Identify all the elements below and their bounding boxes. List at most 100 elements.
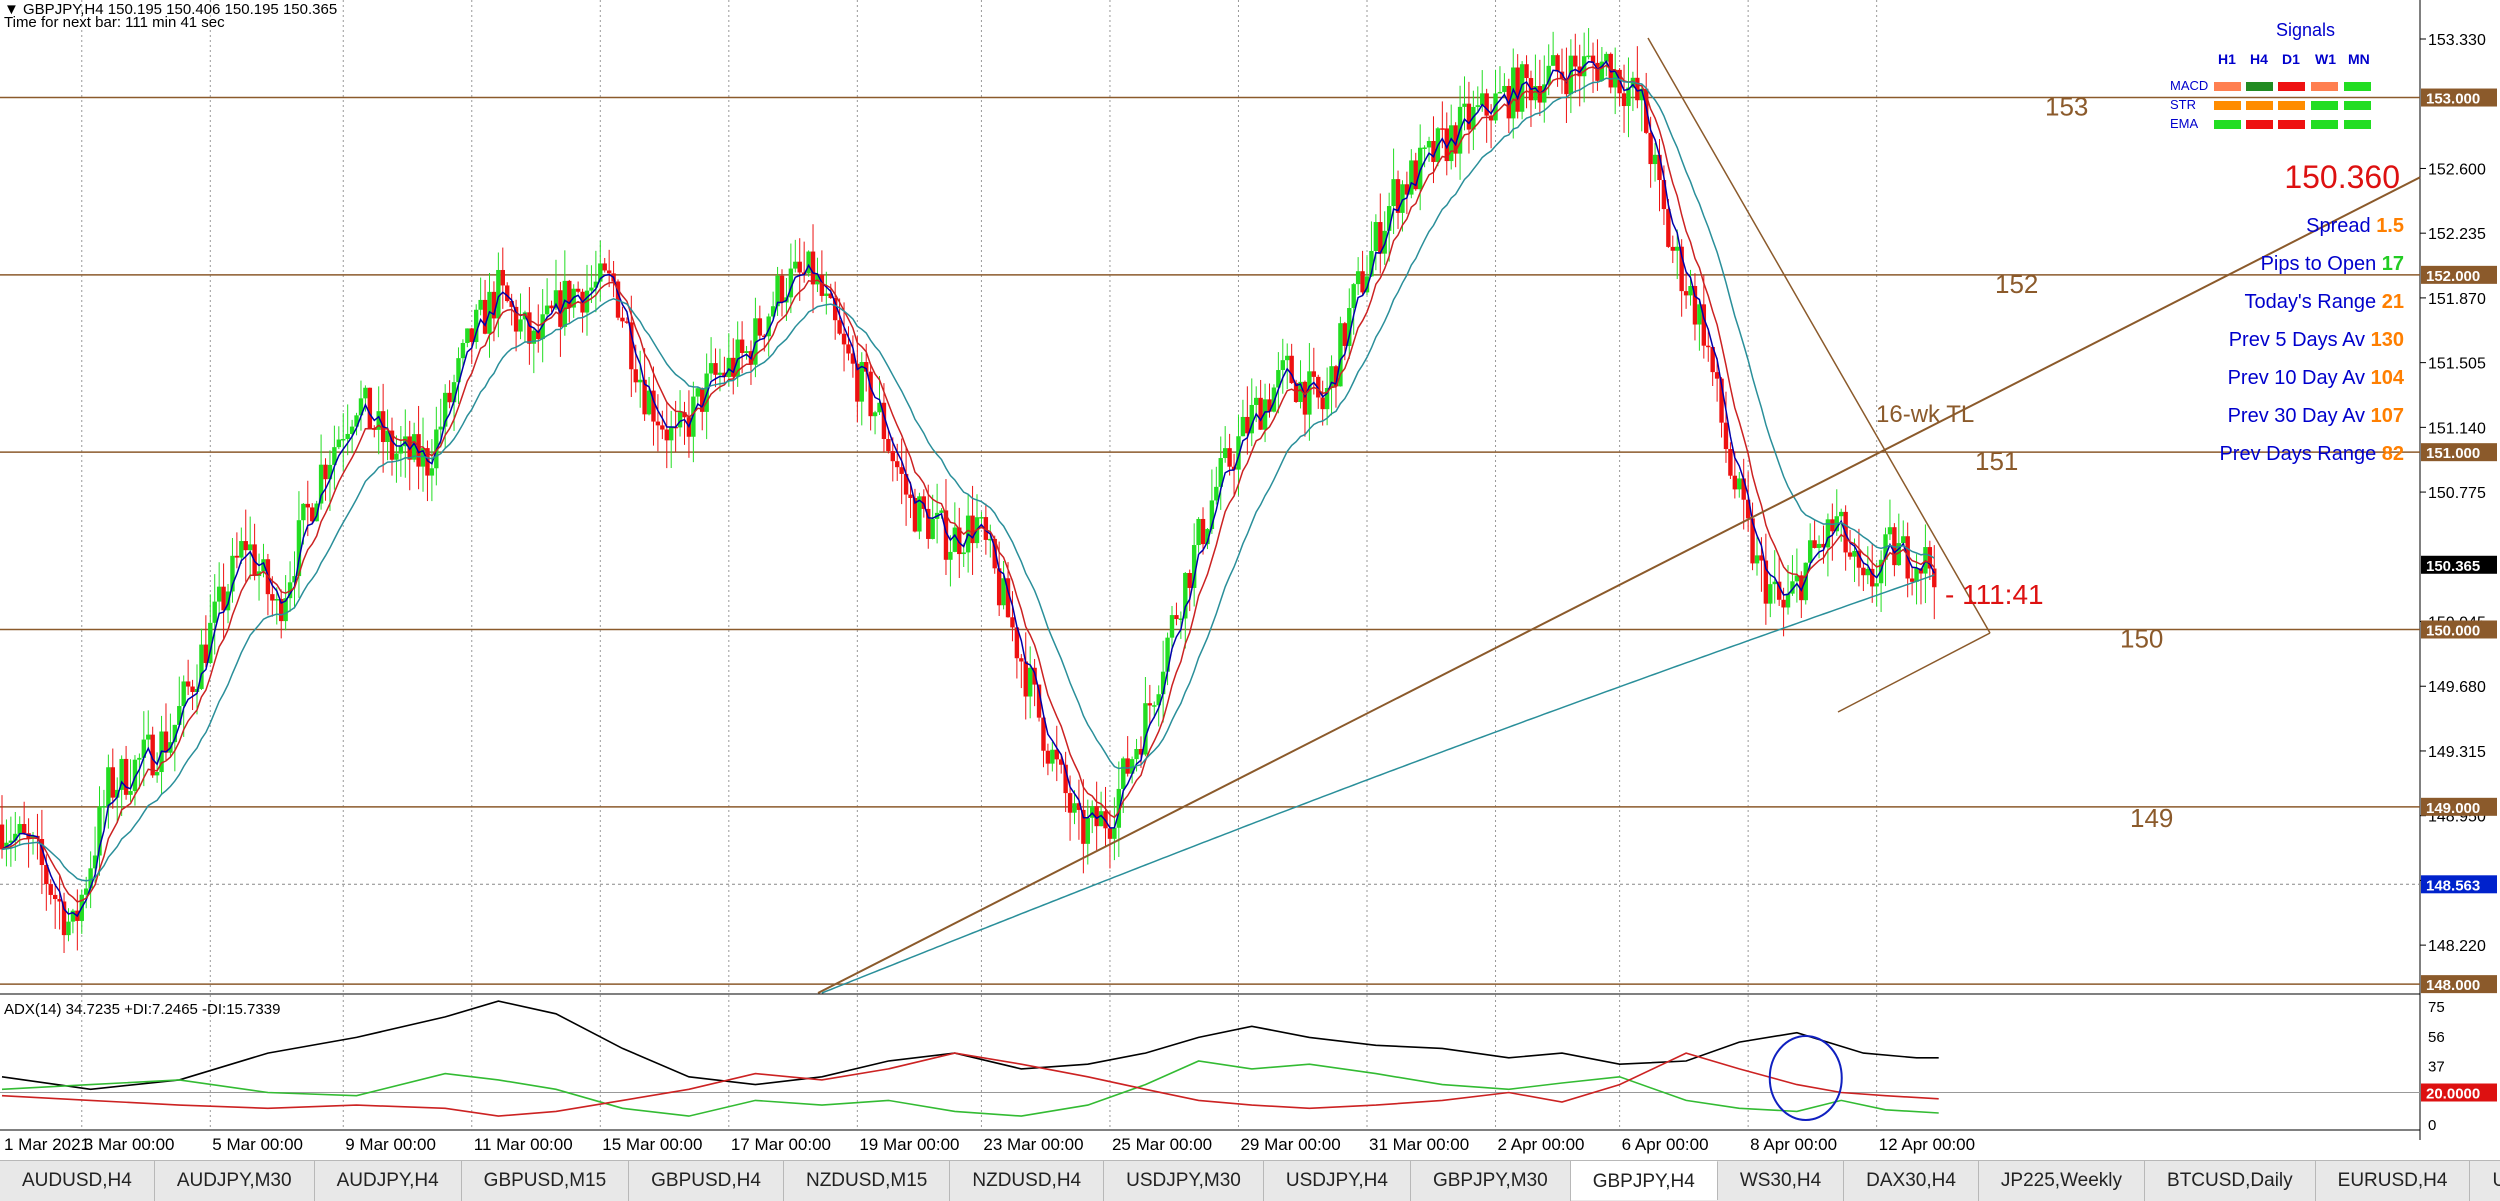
candle-body — [731, 357, 736, 377]
candle-body — [1010, 617, 1015, 628]
tab-audjpy-h4[interactable]: AUDJPY,H4 — [315, 1161, 462, 1201]
candle-body — [185, 681, 191, 687]
candle-body — [1679, 246, 1684, 292]
candle-body — [518, 319, 523, 332]
tab-gbpusd-h4[interactable]: GBPUSD,H4 — [629, 1161, 784, 1201]
candle-body — [1187, 573, 1192, 588]
candle-body — [132, 759, 138, 792]
tab-gbpusd-m15[interactable]: GBPUSD,M15 — [462, 1161, 630, 1201]
tab-nzdusd-m15[interactable]: NZDUSD,M15 — [784, 1161, 951, 1201]
price-tag-bg — [2421, 265, 2497, 284]
candle-body — [1484, 93, 1489, 116]
candle-body — [491, 291, 497, 319]
candle-body — [1045, 750, 1051, 764]
candle-body — [868, 371, 873, 417]
candle-body — [1360, 271, 1365, 293]
candle-body — [1799, 575, 1804, 601]
candle-body — [1218, 458, 1223, 487]
candle-body — [1887, 527, 1893, 535]
candle-body — [310, 507, 315, 522]
candle-body — [1590, 55, 1596, 63]
signal-indicator — [2278, 120, 2305, 129]
candle-body — [567, 280, 572, 308]
candle-body — [1666, 209, 1671, 247]
tab-audjpy-m30[interactable]: AUDJPY,M30 — [155, 1161, 315, 1201]
candle-body — [620, 317, 625, 322]
candle-body — [460, 342, 466, 359]
tab-nzdusd-h4[interactable]: NZDUSD,H4 — [950, 1161, 1105, 1201]
candle-body — [1205, 529, 1210, 545]
tab-gbpjpy-m30[interactable]: GBPJPY,M30 — [1411, 1161, 1571, 1201]
candle-body — [123, 758, 129, 795]
signal-indicator — [2344, 82, 2371, 91]
signal-indicator — [2214, 120, 2241, 129]
tab-ws30-h4[interactable]: WS30,H4 — [1718, 1161, 1845, 1201]
candle-body — [713, 363, 718, 375]
candle-body — [1236, 436, 1241, 470]
tab-usdjpy-h4[interactable]: USDJPY,H4 — [1264, 1161, 1411, 1201]
tab-dax30-h4[interactable]: DAX30,H4 — [1844, 1161, 1979, 1201]
info-value: 1.5 — [2376, 215, 2404, 237]
candle-body — [332, 447, 337, 465]
candle-body — [1240, 416, 1246, 437]
time-axis-label: 6 Apr 00:00 — [1622, 1135, 1709, 1154]
signal-indicator — [2246, 82, 2273, 91]
time-axis-label: 8 Apr 00:00 — [1750, 1135, 1837, 1154]
candle-body — [70, 910, 76, 922]
price-axis-label: 151.505 — [2428, 356, 2486, 373]
candle-body — [669, 426, 674, 441]
candle-body — [961, 552, 966, 555]
time-axis-label: 31 Mar 00:00 — [1369, 1135, 1469, 1154]
candle-body — [1404, 184, 1410, 195]
tab-usdjpy-m30[interactable]: USDJPY,M30 — [1104, 1161, 1264, 1201]
tab-eurusd-h4[interactable]: EURUSD,H4 — [2316, 1161, 2471, 1201]
candle-body — [819, 275, 825, 296]
candle-body — [1856, 550, 1862, 568]
candle-body — [376, 411, 381, 430]
tab-usdollar-daily[interactable]: USDOLLAR,Daily — [2470, 1161, 2500, 1201]
tab-jp225-weekly[interactable]: JP225,Weekly — [1979, 1161, 2146, 1201]
candle-body — [283, 598, 288, 622]
candle-body — [1129, 759, 1135, 774]
adx-series-minusdi — [1, 1052, 1939, 1117]
candle-body — [912, 497, 918, 532]
info-row-5: Prev 30 Day Av 107 — [2228, 405, 2404, 427]
candle-body — [1191, 545, 1197, 588]
candle-body — [615, 281, 621, 318]
candle-body — [1209, 500, 1215, 530]
candle-body — [1847, 552, 1853, 557]
candle-body — [1222, 448, 1228, 459]
candle-body — [1054, 749, 1059, 760]
candle-body — [48, 884, 53, 895]
candle-body — [190, 686, 195, 693]
candle-body — [664, 429, 669, 441]
candle-body — [1200, 518, 1206, 545]
candle-body — [593, 281, 599, 288]
candle-body — [172, 724, 178, 743]
candle-body — [1351, 284, 1356, 309]
price-axis-label: 152.600 — [2428, 161, 2486, 178]
candle-body — [181, 681, 186, 707]
candle-body — [1821, 543, 1826, 548]
signal-indicator — [2311, 82, 2338, 91]
price-tag-label: 153.000 — [2426, 91, 2480, 108]
candle-body — [939, 510, 944, 513]
candle-body — [899, 467, 904, 474]
tab-audusd-h4[interactable]: AUDUSD,H4 — [0, 1161, 155, 1201]
level-label: 153 — [2045, 92, 2088, 122]
candle-body — [1675, 246, 1680, 251]
candle-body — [1772, 581, 1777, 585]
candle-body — [1573, 55, 1578, 67]
candle-body — [465, 328, 470, 343]
candle-body — [203, 644, 209, 664]
candle-body — [146, 734, 151, 740]
candle-body — [1768, 584, 1773, 604]
candle-body — [1280, 360, 1285, 371]
signals-title: Signals — [2276, 20, 2335, 40]
candle-body — [1759, 555, 1764, 561]
tab-gbpjpy-h4[interactable]: GBPJPY,H4 — [1570, 1161, 1718, 1200]
candle-body — [101, 806, 107, 808]
tab-btcusd-daily[interactable]: BTCUSD,Daily — [2145, 1161, 2316, 1201]
candle-body — [1338, 323, 1343, 387]
